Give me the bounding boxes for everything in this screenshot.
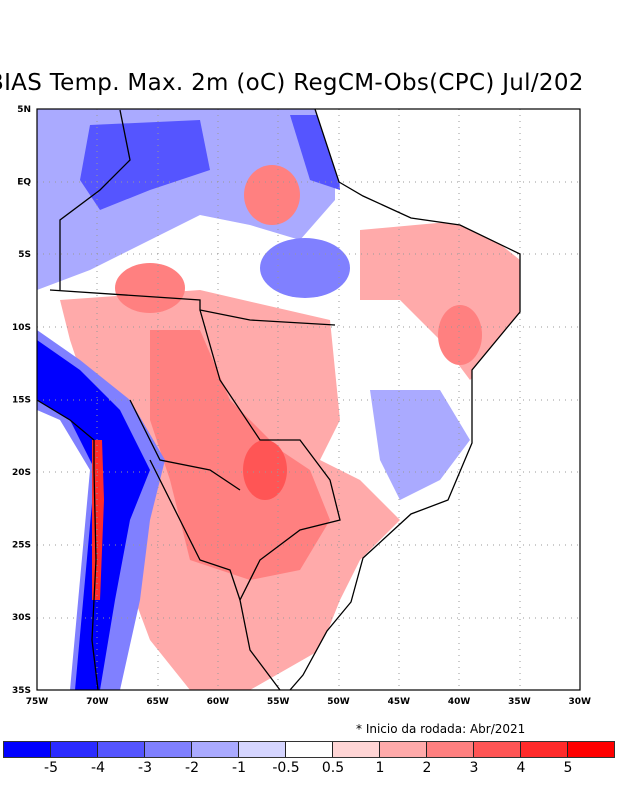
colorbar-swatch bbox=[427, 742, 474, 757]
lat-tick-label: 15S bbox=[12, 395, 31, 405]
colorbar-label: 0.5 bbox=[321, 760, 345, 776]
lon-tick-label: 55W bbox=[267, 697, 290, 707]
lon-tick-label: 40W bbox=[448, 697, 471, 707]
contour-fills bbox=[37, 109, 580, 690]
lon-tick-label: 35W bbox=[508, 697, 531, 707]
colorbar-swatch bbox=[4, 742, 51, 757]
blue-central-amazon bbox=[260, 238, 350, 298]
colorbar-label: 5 bbox=[563, 760, 573, 776]
colorbar-swatch bbox=[380, 742, 427, 757]
blue-north-core bbox=[80, 120, 210, 210]
colorbar-label: -2 bbox=[185, 760, 199, 776]
lon-tick-label: 30W bbox=[568, 697, 591, 707]
lon-tick-label: 45W bbox=[388, 697, 411, 707]
colorbar-label: 2 bbox=[422, 760, 432, 776]
colorbar bbox=[3, 741, 615, 758]
colorbar-swatch bbox=[521, 742, 568, 757]
lat-tick-label: 30S bbox=[12, 613, 31, 623]
run-start-note: * Inicio da rodada: Abr/2021 bbox=[356, 722, 526, 736]
colorbar-swatch bbox=[568, 742, 614, 757]
red-chile-coast bbox=[92, 440, 104, 600]
colorbar-swatch bbox=[98, 742, 145, 757]
lon-tick-label: 65W bbox=[146, 697, 169, 707]
grid-lines bbox=[37, 109, 580, 690]
lon-tick-label: 70W bbox=[86, 697, 109, 707]
red-hot-spot bbox=[243, 440, 287, 500]
colorbar-swatch bbox=[286, 742, 333, 757]
colorbar-swatch bbox=[239, 742, 286, 757]
colorbar-swatch bbox=[192, 742, 239, 757]
lat-tick-label: 20S bbox=[12, 468, 31, 478]
colorbar-label: 3 bbox=[469, 760, 479, 776]
colorbar-label: -4 bbox=[91, 760, 105, 776]
country-borders bbox=[37, 109, 521, 690]
lat-tick-label: 25S bbox=[12, 541, 31, 551]
red-ne-core bbox=[438, 305, 482, 365]
ocean-mask bbox=[290, 109, 580, 690]
red-roraima bbox=[244, 165, 300, 225]
lon-tick-label: 60W bbox=[207, 697, 230, 707]
lon-tick-label: 75W bbox=[26, 697, 49, 707]
colorbar-swatch bbox=[333, 742, 380, 757]
map-frame bbox=[36, 108, 581, 691]
lat-tick-label: 5S bbox=[18, 250, 31, 260]
colorbar-label: -5 bbox=[44, 760, 58, 776]
colorbar-label: -3 bbox=[138, 760, 152, 776]
colorbar-label: 4 bbox=[516, 760, 526, 776]
colorbar-label: 1 bbox=[375, 760, 385, 776]
colorbar-swatch bbox=[51, 742, 98, 757]
colorbar-swatch bbox=[145, 742, 192, 757]
lat-tick-label: 10S bbox=[12, 323, 31, 333]
map-title: BIAS Temp. Max. 2m (oC) RegCM-Obs(CPC) J… bbox=[0, 70, 584, 96]
lon-tick-label: 50W bbox=[327, 697, 350, 707]
red-central-core bbox=[150, 330, 330, 580]
lat-tick-label: 5N bbox=[17, 105, 31, 115]
colorbar-swatch bbox=[474, 742, 521, 757]
latitude-labels: 5N EQ 5S 10S 15S 20S 25S 30S 35S bbox=[12, 105, 31, 696]
longitude-labels: 75W 70W 65W 60W 55W 50W 45W 40W 35W 30W bbox=[26, 697, 591, 707]
lat-tick-label: EQ bbox=[17, 178, 31, 188]
colorbar-label: -1 bbox=[232, 760, 246, 776]
red-rondonia bbox=[115, 263, 185, 313]
lat-tick-label: 35S bbox=[12, 686, 31, 696]
colorbar-label: -0.5 bbox=[272, 760, 300, 776]
